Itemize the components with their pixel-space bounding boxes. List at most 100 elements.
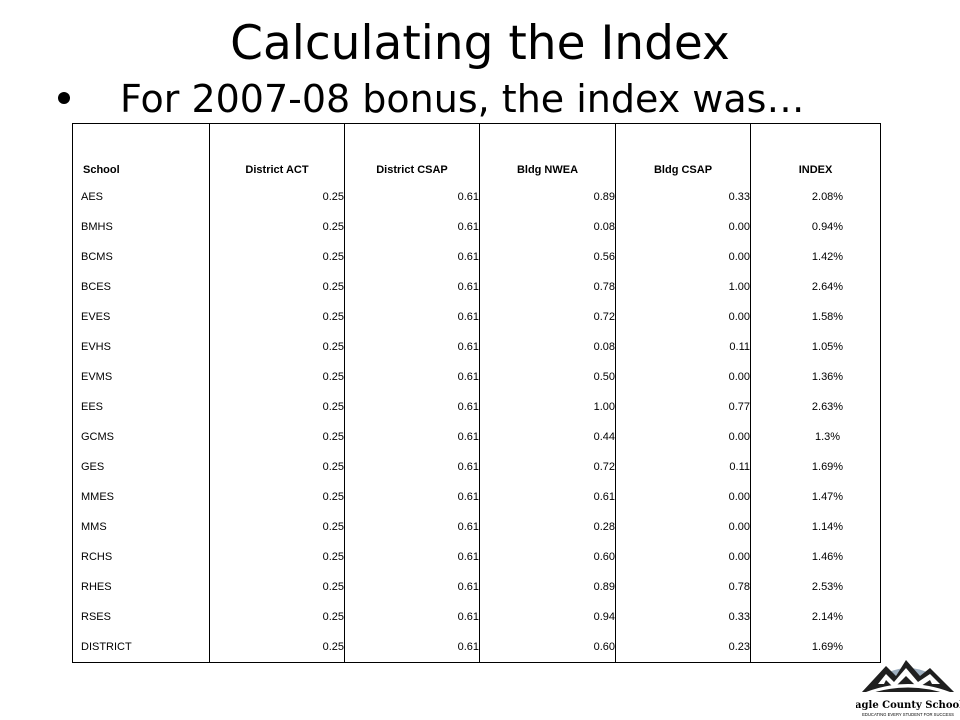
cell-bldg-nwea: 1.00	[479, 392, 616, 422]
cell-district-csap: 0.61	[344, 242, 480, 272]
cell-school: DISTRICT	[72, 632, 210, 663]
cell-school: EVMS	[72, 362, 210, 392]
cell-district-act: 0.25	[209, 392, 345, 422]
cell-bldg-nwea: 0.60	[479, 632, 616, 663]
cell-district-csap: 0.61	[344, 602, 480, 632]
cell-index: 1.58%	[750, 302, 881, 332]
cell-bldg-csap: 0.78	[615, 572, 751, 602]
cell-bldg-csap: 0.11	[615, 452, 751, 482]
cell-bldg-csap: 0.00	[615, 362, 751, 392]
cell-school: GES	[72, 452, 210, 482]
cell-bldg-nwea: 0.60	[479, 542, 616, 572]
table-row: AES 0.25 0.61 0.89 0.33 2.08%	[72, 182, 881, 212]
cell-bldg-nwea: 0.89	[479, 572, 616, 602]
cell-bldg-csap: 0.77	[615, 392, 751, 422]
eagle-county-schools-logo: Eagle County Schools EDUCATING EVERY STU…	[856, 660, 960, 717]
cell-bldg-nwea: 0.72	[479, 302, 616, 332]
cell-bldg-csap: 1.00	[615, 272, 751, 302]
table-body: AES 0.25 0.61 0.89 0.33 2.08% BMHS 0.25 0.61 0.08…	[72, 182, 881, 663]
cell-school: BMHS	[72, 212, 210, 242]
cell-bldg-nwea: 0.28	[479, 512, 616, 542]
cell-index: 1.69%	[750, 632, 881, 663]
cell-district-act: 0.25	[209, 542, 345, 572]
cell-district-csap: 0.61	[344, 482, 480, 512]
index-table: School District ACT District CSAP Bldg N…	[72, 123, 881, 663]
cell-index: 1.36%	[750, 362, 881, 392]
cell-bldg-csap: 0.33	[615, 602, 751, 632]
cell-bldg-nwea: 0.50	[479, 362, 616, 392]
cell-district-csap: 0.61	[344, 632, 480, 663]
table-row: EES 0.25 0.61 1.00 0.77 2.63%	[72, 392, 881, 422]
cell-district-act: 0.25	[209, 452, 345, 482]
cell-school: MMS	[72, 512, 210, 542]
cell-district-act: 0.25	[209, 602, 345, 632]
cell-bldg-csap: 0.00	[615, 422, 751, 452]
cell-district-act: 0.25	[209, 362, 345, 392]
logo-tagline: EDUCATING EVERY STUDENT FOR SUCCESS	[862, 712, 954, 717]
cell-district-csap: 0.61	[344, 302, 480, 332]
cell-district-csap: 0.61	[344, 272, 480, 302]
header-index: INDEX	[750, 123, 881, 182]
cell-district-csap: 0.61	[344, 212, 480, 242]
cell-index: 1.3%	[750, 422, 881, 452]
bullet-text: For 2007-08 bonus, the index was…	[120, 77, 805, 121]
cell-bldg-csap: 0.11	[615, 332, 751, 362]
table-row: GES 0.25 0.61 0.72 0.11 1.69%	[72, 452, 881, 482]
cell-district-act: 0.25	[209, 512, 345, 542]
cell-district-act: 0.25	[209, 212, 345, 242]
cell-district-csap: 0.61	[344, 362, 480, 392]
cell-school: EES	[72, 392, 210, 422]
cell-district-act: 0.25	[209, 242, 345, 272]
header-school: School	[72, 123, 210, 182]
cell-bldg-csap: 0.00	[615, 302, 751, 332]
cell-district-csap: 0.61	[344, 182, 480, 212]
table-row: RHES 0.25 0.61 0.89 0.78 2.53%	[72, 572, 881, 602]
cell-district-csap: 0.61	[344, 392, 480, 422]
bullet-dot-icon	[58, 92, 70, 104]
cell-district-csap: 0.61	[344, 542, 480, 572]
table-row: BCMS 0.25 0.61 0.56 0.00 1.42%	[72, 242, 881, 272]
table-row: EVMS 0.25 0.61 0.50 0.00 1.36%	[72, 362, 881, 392]
table-row: BMHS 0.25 0.61 0.08 0.00 0.94%	[72, 212, 881, 242]
table-row: EVHS 0.25 0.61 0.08 0.11 1.05%	[72, 332, 881, 362]
cell-index: 1.69%	[750, 452, 881, 482]
cell-bldg-nwea: 0.78	[479, 272, 616, 302]
cell-school: MMES	[72, 482, 210, 512]
cell-district-act: 0.25	[209, 572, 345, 602]
cell-school: EVHS	[72, 332, 210, 362]
cell-district-csap: 0.61	[344, 422, 480, 452]
cell-bldg-csap: 0.00	[615, 542, 751, 572]
cell-district-act: 0.25	[209, 422, 345, 452]
table-row: RSES 0.25 0.61 0.94 0.33 2.14%	[72, 602, 881, 632]
cell-school: BCES	[72, 272, 210, 302]
cell-bldg-nwea: 0.61	[479, 482, 616, 512]
slide-title: Calculating the Index	[230, 16, 730, 71]
cell-index: 2.08%	[750, 182, 881, 212]
cell-index: 1.05%	[750, 332, 881, 362]
cell-district-csap: 0.61	[344, 452, 480, 482]
cell-district-csap: 0.61	[344, 512, 480, 542]
cell-school: EVES	[72, 302, 210, 332]
cell-index: 1.46%	[750, 542, 881, 572]
cell-index: 2.64%	[750, 272, 881, 302]
cell-bldg-csap: 0.33	[615, 182, 751, 212]
cell-bldg-nwea: 0.72	[479, 452, 616, 482]
cell-bldg-nwea: 0.94	[479, 602, 616, 632]
cell-district-act: 0.25	[209, 482, 345, 512]
cell-school: GCMS	[72, 422, 210, 452]
cell-school: BCMS	[72, 242, 210, 272]
cell-district-csap: 0.61	[344, 332, 480, 362]
mountain-logo-icon	[862, 660, 954, 695]
cell-bldg-nwea: 0.89	[479, 182, 616, 212]
cell-index: 2.14%	[750, 602, 881, 632]
cell-bldg-csap: 0.00	[615, 212, 751, 242]
cell-district-act: 0.25	[209, 302, 345, 332]
cell-bldg-nwea: 0.08	[479, 332, 616, 362]
cell-bldg-csap: 0.00	[615, 512, 751, 542]
table-row: BCES 0.25 0.61 0.78 1.00 2.64%	[72, 272, 881, 302]
table-row: DISTRICT 0.25 0.61 0.60 0.23 1.69%	[72, 632, 881, 663]
cell-district-act: 0.25	[209, 632, 345, 663]
cell-index: 2.63%	[750, 392, 881, 422]
table-header-row: School District ACT District CSAP Bldg N…	[72, 123, 881, 182]
cell-school: AES	[72, 182, 210, 212]
